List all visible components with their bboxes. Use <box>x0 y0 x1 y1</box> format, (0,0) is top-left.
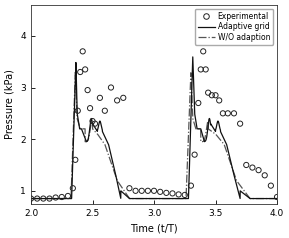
Experimental <box>29 197 33 200</box>
Experimental <box>182 193 187 197</box>
Experimental <box>250 166 255 169</box>
Experimental <box>275 195 279 199</box>
W/O adaption <box>29 197 33 200</box>
Experimental <box>221 111 225 115</box>
Experimental <box>192 153 197 157</box>
Experimental <box>176 193 181 196</box>
Experimental <box>238 122 242 126</box>
Experimental <box>66 194 70 198</box>
Experimental <box>199 68 203 71</box>
Adaptive grid <box>72 132 75 134</box>
Experimental <box>41 197 46 200</box>
Experimental <box>268 184 273 188</box>
Experimental <box>78 70 83 74</box>
Experimental <box>71 186 75 190</box>
Experimental <box>88 106 92 110</box>
Legend: Experimental, Adaptive grid, W/O adaption: Experimental, Adaptive grid, W/O adaptio… <box>195 9 273 45</box>
W/O adaption <box>124 191 127 194</box>
Experimental <box>75 109 80 113</box>
Experimental <box>93 122 97 126</box>
Experimental <box>90 119 95 123</box>
Experimental <box>164 191 169 195</box>
Experimental <box>83 68 88 71</box>
Line: Adaptive grid: Adaptive grid <box>31 57 277 198</box>
X-axis label: Time (t/T): Time (t/T) <box>130 223 178 233</box>
Experimental <box>115 99 119 102</box>
Experimental <box>201 50 205 53</box>
Adaptive grid <box>57 197 61 200</box>
W/O adaption <box>271 197 274 200</box>
Experimental <box>262 174 267 177</box>
Adaptive grid <box>244 194 247 197</box>
Line: W/O adaption: W/O adaption <box>31 72 277 198</box>
Experimental <box>103 109 107 113</box>
Experimental <box>158 190 162 194</box>
Experimental <box>152 189 156 193</box>
Experimental <box>85 88 90 92</box>
Experimental <box>53 196 58 199</box>
Experimental <box>213 93 218 97</box>
Adaptive grid <box>271 197 274 200</box>
Experimental <box>170 192 175 195</box>
Experimental <box>127 186 132 190</box>
Experimental <box>189 184 193 188</box>
Experimental <box>256 168 261 172</box>
W/O adaption <box>244 192 247 194</box>
Experimental <box>98 96 102 100</box>
Experimental <box>196 101 201 105</box>
Experimental <box>146 189 150 193</box>
Adaptive grid <box>191 55 194 58</box>
Adaptive grid <box>134 197 138 200</box>
W/O adaption <box>134 197 138 200</box>
Experimental <box>210 93 214 97</box>
Experimental <box>217 99 222 102</box>
Experimental <box>139 189 144 193</box>
Experimental <box>244 163 249 167</box>
W/O adaption <box>74 71 77 74</box>
Experimental <box>203 68 208 71</box>
Experimental <box>80 50 85 53</box>
Adaptive grid <box>275 197 279 200</box>
Experimental <box>232 111 236 115</box>
Experimental <box>133 189 138 193</box>
W/O adaption <box>275 197 279 200</box>
Experimental <box>73 158 78 162</box>
Adaptive grid <box>124 193 127 196</box>
Experimental <box>47 197 52 200</box>
Experimental <box>60 195 64 199</box>
Experimental <box>121 96 126 100</box>
Y-axis label: Pressure (kPa): Pressure (kPa) <box>5 69 15 139</box>
W/O adaption <box>72 118 75 121</box>
Experimental <box>35 197 40 200</box>
Adaptive grid <box>29 197 33 200</box>
Experimental <box>225 111 230 115</box>
W/O adaption <box>57 197 61 200</box>
Experimental <box>206 91 210 94</box>
Experimental <box>109 86 113 89</box>
